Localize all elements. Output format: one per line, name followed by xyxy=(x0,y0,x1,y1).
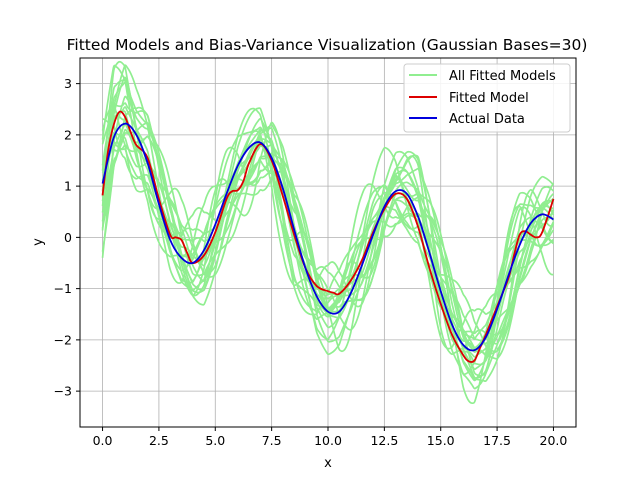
grid xyxy=(80,58,576,427)
legend-label-fitted: Fitted Model xyxy=(449,91,529,106)
x-tick-label: 5.0 xyxy=(205,433,225,448)
x-tick-label: 10.0 xyxy=(314,433,342,448)
x-tick-label: 15.0 xyxy=(427,433,455,448)
x-tick-label: 0.0 xyxy=(93,433,113,448)
y-axis-label: y xyxy=(31,238,46,246)
chart-title: Fitted Models and Bias-Variance Visualiz… xyxy=(67,36,588,54)
x-tick-label: 20.0 xyxy=(540,433,568,448)
main-lines xyxy=(101,110,555,363)
y-tick-label: 0 xyxy=(64,230,72,245)
legend-label-all-fitted: All Fitted Models xyxy=(449,69,556,84)
x-axis-ticks: 0.0 2.5 5.0 7.5 10.0 12.5 15.0 17.5 20.0 xyxy=(93,427,568,448)
legend-label-actual: Actual Data xyxy=(449,112,525,127)
x-tick-label: 12.5 xyxy=(370,433,398,448)
fitted-model-line xyxy=(101,81,555,383)
y-tick-label: 3 xyxy=(64,76,72,91)
fitted-model-line xyxy=(101,64,554,382)
fitted-model-line xyxy=(101,131,555,379)
legend: All Fitted Models Fitted Model Actual Da… xyxy=(403,63,571,133)
actual-data-series-line xyxy=(101,122,554,352)
x-axis-label: x xyxy=(324,456,332,471)
y-tick-label: −1 xyxy=(54,281,72,296)
y-tick-label: 2 xyxy=(64,127,72,142)
y-axis-ticks: −3 −2 −1 0 1 2 3 xyxy=(54,76,80,399)
fitted-model-series-line xyxy=(101,110,555,363)
fitted-model-line xyxy=(101,64,555,353)
fitted-model-line xyxy=(101,79,555,342)
x-tick-label: 7.5 xyxy=(262,433,282,448)
y-tick-label: 1 xyxy=(64,179,72,194)
y-tick-label: −2 xyxy=(54,332,72,347)
legend-box xyxy=(403,63,571,133)
x-tick-label: 17.5 xyxy=(483,433,511,448)
y-tick-label: −3 xyxy=(54,384,72,399)
x-tick-label: 2.5 xyxy=(149,433,169,448)
